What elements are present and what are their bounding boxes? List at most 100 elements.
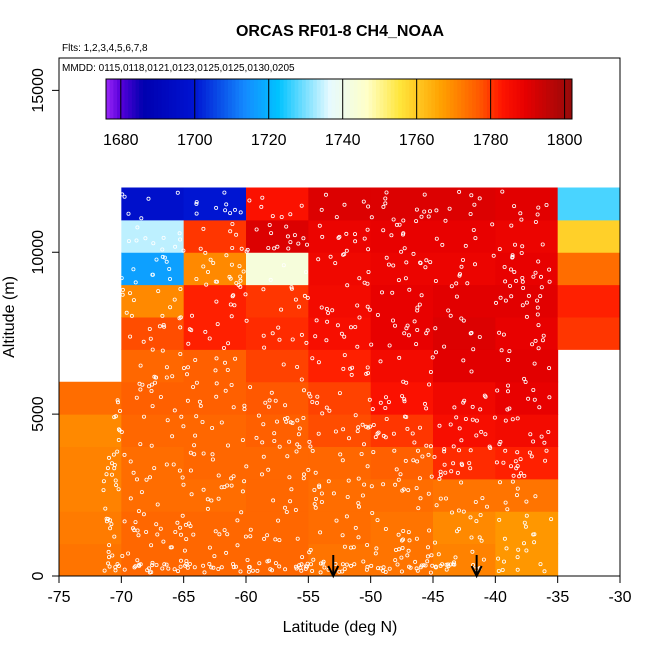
track-point: [465, 281, 470, 286]
track-point: [341, 366, 346, 371]
track-point: [290, 420, 295, 425]
track-point: [236, 282, 241, 287]
track-point: [110, 461, 115, 466]
track-point: [402, 246, 407, 251]
track-point: [194, 201, 199, 206]
track-point: [178, 525, 183, 530]
colorbar-segment: [142, 79, 148, 119]
track-point: [107, 455, 112, 460]
track-point: [133, 280, 138, 285]
track-point: [146, 196, 151, 201]
y-tick-label: 0: [30, 571, 47, 580]
track-point: [536, 346, 541, 351]
track-point: [250, 568, 255, 573]
track-point: [284, 509, 289, 514]
track-point: [414, 536, 419, 541]
heatmap-cell: [433, 478, 496, 512]
track-point: [137, 381, 142, 386]
track-point: [210, 425, 215, 430]
track-point: [168, 545, 173, 550]
track-point: [175, 520, 180, 525]
track-point: [183, 563, 188, 568]
track-point: [539, 285, 544, 290]
heatmap-cell: [370, 414, 434, 447]
track-point: [501, 460, 506, 465]
track-point: [392, 448, 397, 453]
heatmap-cell: [433, 543, 496, 577]
track-point: [414, 342, 419, 347]
track-point: [536, 205, 541, 210]
track-point: [228, 302, 233, 307]
track-point: [234, 232, 239, 237]
track-point: [191, 384, 196, 389]
track-point: [181, 424, 186, 429]
track-point: [383, 527, 388, 532]
track-point: [426, 214, 431, 219]
track-point: [162, 324, 167, 329]
track-point: [139, 490, 144, 495]
track-point: [294, 566, 299, 571]
heatmap-cell: [370, 317, 434, 350]
track-point: [257, 561, 262, 566]
track-point: [187, 562, 192, 567]
track-point: [151, 241, 156, 246]
track-point: [383, 570, 388, 575]
heatmap-cell: [183, 543, 247, 577]
track-point: [319, 207, 324, 212]
track-point: [406, 564, 411, 569]
track-point: [318, 530, 323, 535]
heatmap-cell: [121, 414, 185, 447]
track-point: [156, 289, 161, 294]
track-point: [505, 383, 510, 388]
track-point: [240, 437, 245, 442]
colorbar-segment: [394, 79, 399, 119]
colorbar-segment: [390, 79, 395, 119]
track-point: [147, 326, 152, 331]
track-point: [490, 222, 495, 227]
track-point: [514, 278, 519, 283]
track-point: [498, 439, 503, 444]
track-point: [456, 527, 461, 532]
colorbar-tick-label: 1780: [473, 132, 509, 149]
track-point: [477, 535, 482, 540]
heatmap-cell: [308, 349, 372, 383]
track-point: [518, 457, 523, 462]
track-point: [197, 399, 202, 404]
track-point: [399, 569, 404, 574]
track-point: [510, 255, 515, 260]
track-point: [426, 452, 431, 457]
track-point: [521, 285, 526, 290]
track-point: [222, 190, 227, 195]
track-point: [405, 426, 410, 431]
track-point: [406, 488, 411, 493]
track-point: [292, 233, 297, 238]
track-point: [266, 245, 271, 250]
track-point: [383, 405, 388, 410]
colorbar-segment: [523, 79, 529, 119]
heatmap-cell: [308, 478, 372, 512]
track-point: [414, 219, 419, 224]
track-point: [418, 565, 423, 570]
track-point: [170, 374, 175, 379]
track-point: [461, 358, 466, 363]
colorbar-segment: [216, 79, 222, 119]
track-point: [308, 444, 313, 449]
track-point: [499, 348, 504, 353]
track-point: [535, 298, 540, 303]
track-point: [234, 281, 239, 286]
track-point: [284, 224, 289, 229]
track-point: [188, 450, 193, 455]
track-point: [442, 344, 447, 349]
track-point: [438, 472, 443, 477]
colorbar-segment: [438, 79, 443, 119]
track-point: [232, 207, 237, 212]
track-point: [133, 520, 138, 525]
track-point: [184, 537, 189, 542]
track-point: [429, 553, 434, 558]
colorbar-tick-label: 1740: [325, 132, 361, 149]
track-point: [401, 529, 406, 534]
track-point: [471, 347, 476, 352]
track-point: [365, 304, 370, 309]
heatmap-cell: [433, 511, 496, 545]
track-point: [406, 530, 411, 535]
